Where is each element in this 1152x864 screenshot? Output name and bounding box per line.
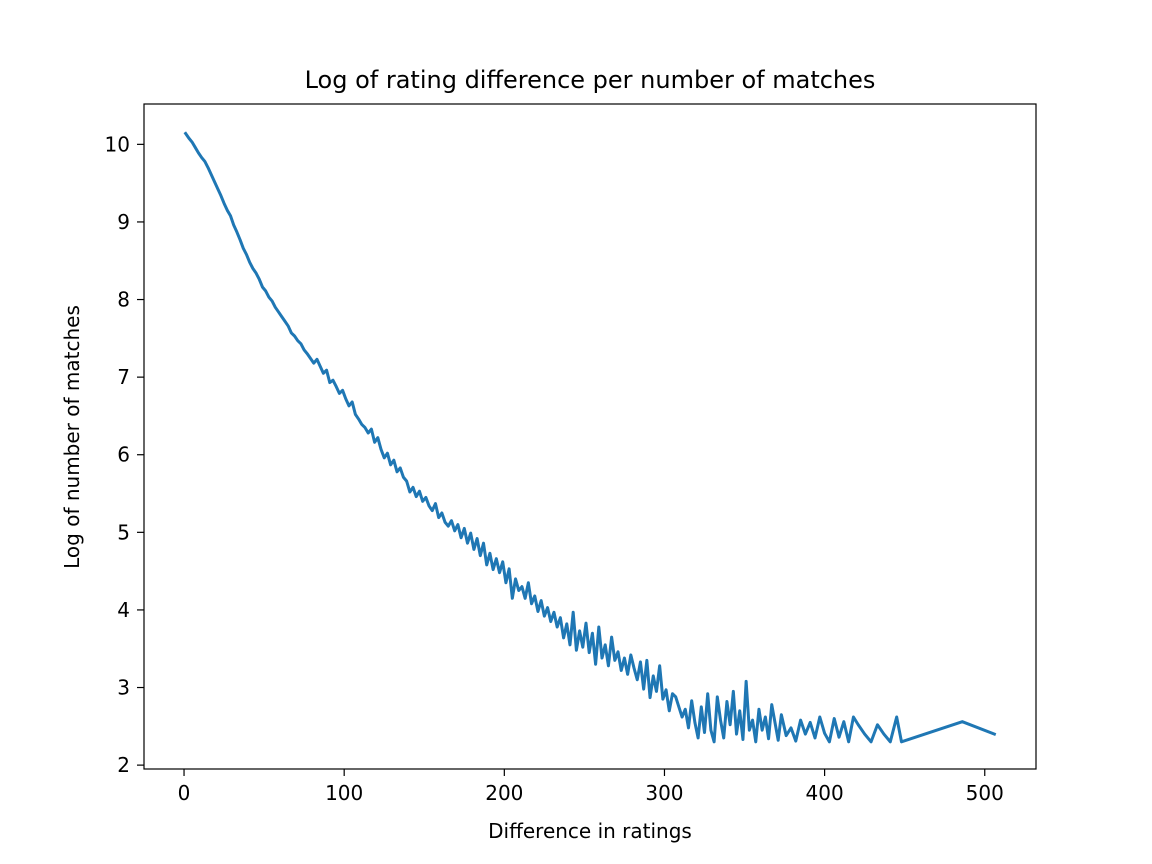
x-tick-label: 200 bbox=[485, 781, 523, 805]
y-tick-label: 8 bbox=[117, 288, 130, 312]
x-tick-label: 0 bbox=[178, 781, 191, 805]
y-tick-label: 5 bbox=[117, 520, 130, 544]
axes-frame bbox=[143, 103, 1037, 770]
y-tick-label: 3 bbox=[117, 676, 130, 700]
y-axis-label: Log of number of matches bbox=[60, 305, 84, 569]
x-axis-label: Difference in ratings bbox=[488, 819, 692, 843]
axes-background bbox=[144, 104, 1036, 769]
series-layer bbox=[183, 131, 997, 744]
x-tick-label: 100 bbox=[325, 781, 363, 805]
plot-area bbox=[144, 104, 1036, 769]
x-tick-label: 300 bbox=[645, 781, 683, 805]
chart-title: Log of rating difference per number of m… bbox=[305, 66, 876, 94]
x-axis: 0 100 200 300 400 500 bbox=[178, 769, 1004, 805]
y-tick-label: 2 bbox=[117, 753, 130, 777]
y-tick-label: 6 bbox=[117, 443, 130, 467]
series-line bbox=[183, 131, 997, 744]
x-tick-label: 500 bbox=[966, 781, 1004, 805]
x-tick-label: 400 bbox=[806, 781, 844, 805]
y-axis: 2 3 4 5 6 7 8 9 10 bbox=[105, 132, 144, 777]
y-tick-label: 4 bbox=[117, 598, 130, 622]
y-tick-label: 9 bbox=[117, 210, 130, 234]
y-tick-label: 7 bbox=[117, 365, 130, 389]
y-tick-label: 10 bbox=[105, 132, 130, 156]
